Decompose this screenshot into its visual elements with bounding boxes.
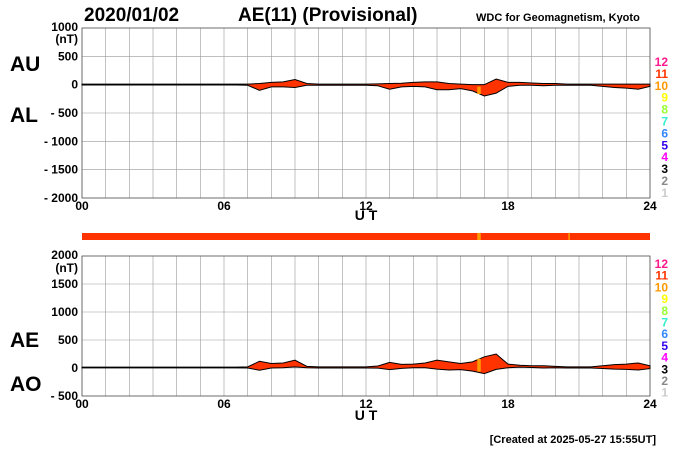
ao-label: AO [10,373,42,396]
y-tick-label: 500 [58,333,78,347]
station-count-segment [568,233,570,240]
unit-label-bottom: (nT) [55,261,78,275]
legend-station-count: 5 [661,138,668,152]
legend-station-count: 1 [661,186,668,200]
y-tick-label: - 500 [51,389,79,403]
x-tick-label: 24 [643,397,657,411]
legend-station-count: 6 [661,327,668,341]
legend-station-count: 10 [655,280,669,294]
y-tick-label: 0 [71,78,78,92]
au-al-area [81,78,651,97]
unit-label-top: (nT) [55,32,78,46]
station-count-segment [477,233,481,240]
al-label: AL [10,104,38,127]
legend-station-count: 11 [655,269,668,283]
legend-station-count: 10 [655,79,669,93]
x-tick-label: 18 [501,199,515,213]
legend-station-count: 2 [661,374,668,388]
x-tick-label: 12 [359,199,373,213]
legend-station-count: 7 [661,115,668,129]
y-tick-label: 0 [71,361,78,375]
x-tick-label: 18 [501,397,515,411]
y-tick-label: 1000 [51,20,78,34]
legend-station-count: 4 [661,351,668,365]
x-tick-label: 24 [643,199,657,213]
plot-frame [81,27,651,199]
x-tick-label: 12 [359,397,373,411]
legend-station-count: 4 [661,150,668,164]
x-tick-label: 00 [75,397,89,411]
ae-label: AE [10,329,39,352]
legend-station-count: 9 [661,91,668,105]
ten-station-highlight [477,358,481,372]
y-tick-label: - 2000 [44,191,78,205]
ae-ao-area [81,353,651,375]
x-tick-label: 06 [217,199,231,213]
legend-station-count: 5 [661,339,668,353]
y-tick-label: 1000 [51,305,78,319]
source-label: WDC for Geomagnetism, Kyoto [476,12,640,24]
legend-station-count: 1 [661,386,668,400]
legend-station-count: 8 [661,103,668,117]
y-tick-label: 2000 [51,248,78,262]
legend-station-count: 2 [661,174,668,188]
legend-station-count: 3 [661,362,668,376]
legend-station-count: 9 [661,292,668,306]
legend-station-count: 6 [661,126,668,140]
x-tick-label: 00 [75,199,89,213]
station-count-bar [82,233,650,240]
y-tick-label: - 1000 [44,134,78,148]
plot-frame [81,255,651,397]
x-tick-label: 06 [217,397,231,411]
created-timestamp: [Created at 2025-05-27 15:55UT] [490,434,657,446]
legend-station-count: 7 [661,316,668,330]
x-axis-label-bottom: U T [355,407,378,423]
y-tick-label: 500 [58,49,78,63]
legend-station-count: 11 [655,67,668,81]
x-axis-label-top: U T [355,207,378,223]
legend-station-count: 3 [661,162,668,176]
legend-station-count: 8 [661,304,668,318]
legend-station-count: 12 [655,257,669,271]
index-title: AE(11) (Provisional) [238,5,418,26]
ten-station-highlight [477,86,481,94]
y-tick-label: - 500 [51,106,79,120]
au-label: AU [10,53,40,76]
legend-station-count: 12 [655,55,669,69]
y-tick-label: 1500 [51,277,78,291]
date-title: 2020/01/02 [84,5,179,26]
y-tick-label: - 1500 [44,163,78,177]
